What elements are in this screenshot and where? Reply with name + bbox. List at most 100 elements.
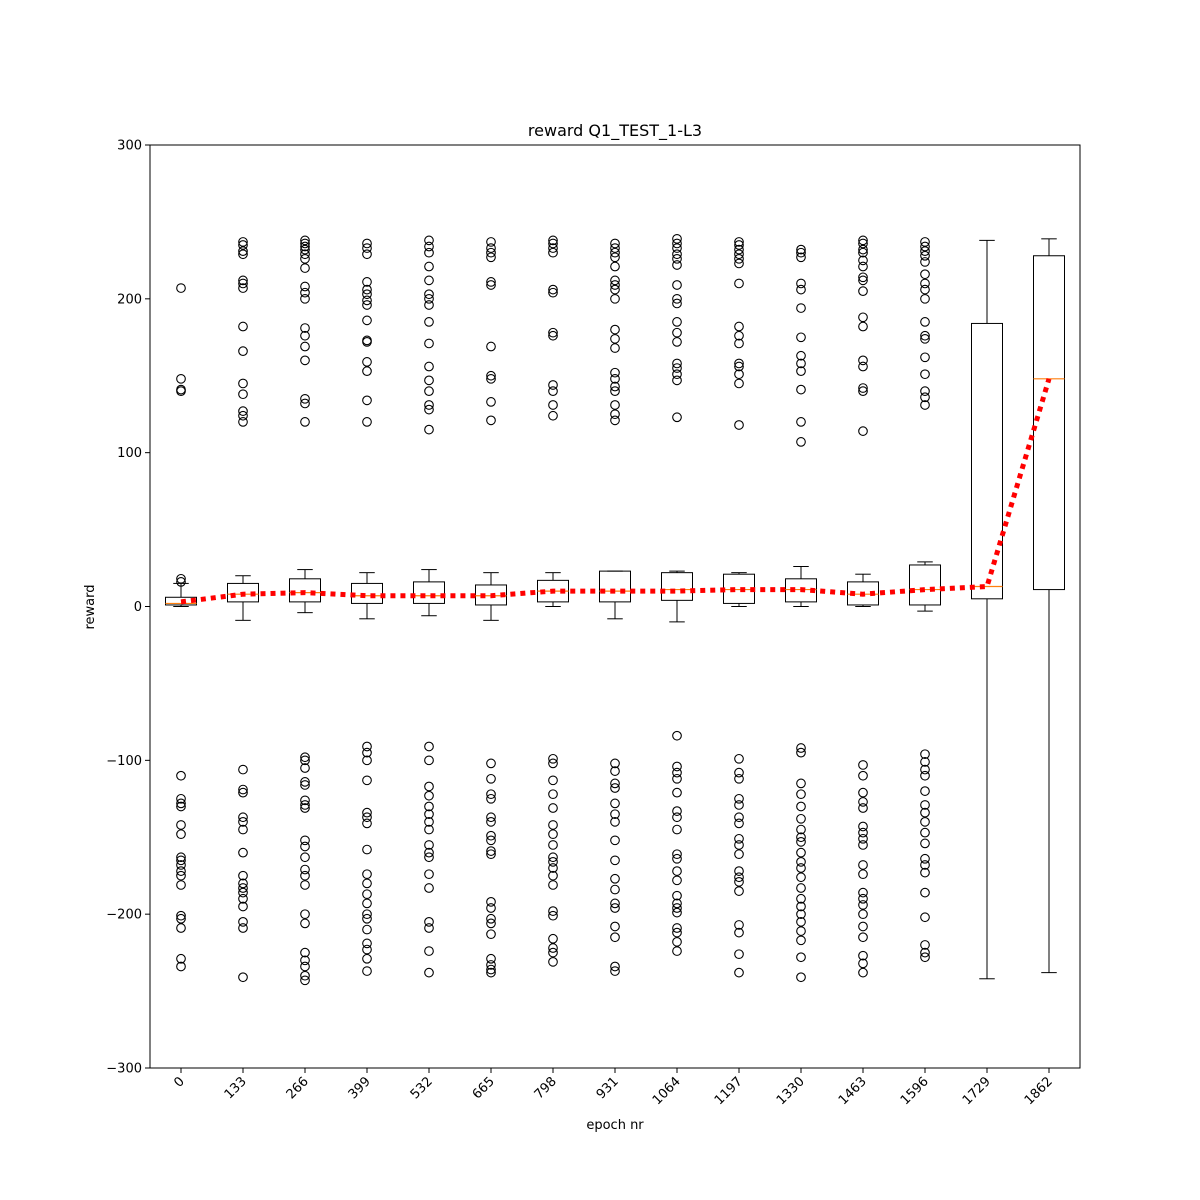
x-tick-label: 1596 <box>898 1074 932 1108</box>
outlier-point <box>238 787 248 798</box>
outlier-point <box>300 880 310 890</box>
outlier-point <box>424 790 434 801</box>
outlier-point <box>610 961 620 972</box>
x-tick-label: 266 <box>284 1074 312 1102</box>
outlier-point <box>796 366 806 376</box>
outlier-point <box>548 947 558 958</box>
outlier-point <box>796 778 806 789</box>
outlier-point <box>424 946 434 956</box>
outlier-point <box>858 286 868 296</box>
outlier-point <box>486 373 496 384</box>
outlier-point <box>920 241 930 252</box>
outlier-point <box>672 866 682 876</box>
outlier-point <box>610 381 620 392</box>
outlier-point <box>238 410 248 421</box>
outlier-point <box>920 352 930 363</box>
outlier-point <box>796 247 806 258</box>
outlier-point <box>486 897 496 907</box>
outlier-point <box>424 967 434 978</box>
outlier-point <box>920 887 930 898</box>
outlier-point <box>548 829 558 840</box>
outlier-point <box>548 857 558 867</box>
outlier-point <box>796 244 806 255</box>
outlier-point <box>610 809 620 820</box>
box-iqr <box>661 572 693 601</box>
outlier-point <box>672 280 682 290</box>
box-group <box>599 238 631 976</box>
box-group <box>351 238 383 976</box>
outlier-point <box>548 287 558 298</box>
outlier-point <box>362 395 372 406</box>
outlier-point <box>796 417 806 427</box>
outlier-point <box>858 932 868 943</box>
outlier-point <box>796 384 806 395</box>
outlier-point <box>176 577 186 587</box>
outlier-point <box>858 261 868 272</box>
outlier-point <box>486 953 496 964</box>
outlier-point <box>858 255 868 266</box>
outlier-point <box>796 743 806 753</box>
outlier-point <box>238 784 248 795</box>
outlier-point <box>176 910 186 921</box>
outlier-point <box>858 840 868 850</box>
outlier-point <box>734 330 744 341</box>
outlier-point <box>858 958 868 969</box>
outlier-point <box>424 869 434 880</box>
outlier-point <box>424 781 434 792</box>
outlier-point <box>796 952 806 963</box>
outlier-point <box>548 235 558 246</box>
outlier-point <box>300 841 310 852</box>
outlier-point <box>610 778 620 789</box>
outlier-point <box>300 281 310 292</box>
outlier-point <box>796 935 806 946</box>
outlier-point <box>486 830 496 841</box>
box-iqr <box>909 564 941 606</box>
outlier-point <box>486 817 496 827</box>
outlier-point <box>610 324 620 335</box>
outlier-point <box>238 346 248 356</box>
outlier-point <box>672 773 682 784</box>
outlier-point <box>548 327 558 338</box>
outlier-point <box>858 921 868 932</box>
outlier-point <box>238 893 248 904</box>
outlier-point <box>858 950 868 961</box>
x-tick-label: 798 <box>532 1074 560 1102</box>
x-tick-label: 133 <box>222 1074 250 1102</box>
outlier-point <box>734 886 744 896</box>
outlier-point <box>424 261 434 272</box>
outlier-point <box>238 883 248 893</box>
box-group <box>165 283 197 972</box>
outlier-point <box>796 837 806 847</box>
outlier-point <box>610 275 620 286</box>
outlier-point <box>300 947 310 958</box>
outlier-point <box>796 350 806 361</box>
outlier-point <box>858 900 868 910</box>
outlier-point <box>734 849 744 860</box>
outlier-point <box>424 400 434 410</box>
outlier-point <box>920 770 930 781</box>
outlier-point <box>176 913 186 924</box>
outlier-point <box>300 777 310 787</box>
outlier-point <box>548 758 558 769</box>
y-tick-label: 100 <box>117 446 142 461</box>
x-tick-label: 665 <box>470 1074 498 1102</box>
outlier-point <box>300 330 310 341</box>
outlier-point <box>734 866 744 876</box>
outlier-point <box>858 860 868 870</box>
outlier-point <box>362 818 372 829</box>
outlier-point <box>486 960 496 970</box>
box-iqr <box>413 581 445 604</box>
outlier-point <box>734 812 744 823</box>
outlier-point <box>610 252 620 263</box>
outlier-point <box>362 913 372 924</box>
outlier-point <box>610 243 620 253</box>
outlier-point <box>920 786 930 796</box>
outlier-point <box>548 863 558 873</box>
outlier-point <box>362 747 372 758</box>
x-tick-label: 931 <box>594 1074 622 1102</box>
outlier-point <box>424 801 434 812</box>
outlier-point <box>486 789 496 800</box>
x-tick-label: 1064 <box>650 1074 684 1108</box>
y-tick-label: 300 <box>117 139 142 154</box>
outlier-point <box>796 872 806 883</box>
